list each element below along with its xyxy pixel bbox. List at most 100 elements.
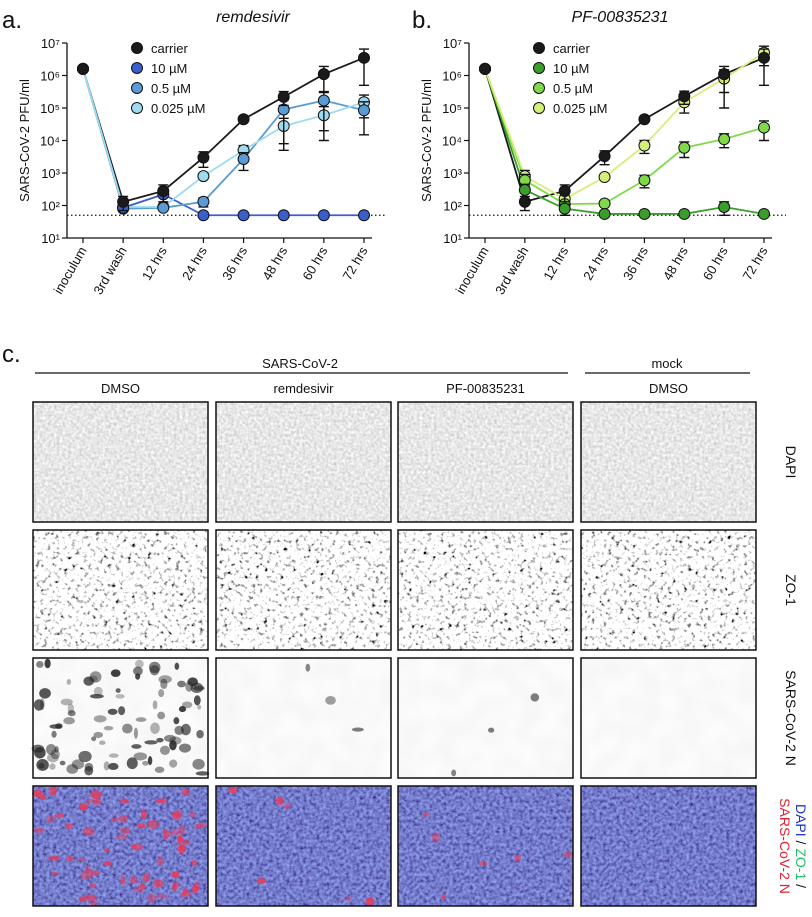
cell-stain <box>47 753 59 763</box>
micrograph <box>581 786 756 906</box>
legend-marker <box>533 42 545 54</box>
row-label-part: DAPI <box>793 804 809 837</box>
marker <box>197 151 210 164</box>
marker <box>117 195 130 208</box>
micrograph-frame <box>32 529 209 651</box>
cell-stain <box>66 854 74 862</box>
y-axis-label: SARS-CoV-2 PFU/ml <box>17 79 32 202</box>
cell-stain <box>45 744 57 755</box>
x-tick-label: 48 hrs <box>259 244 290 283</box>
marker <box>157 201 170 214</box>
cell-stain <box>55 812 64 819</box>
row-label: SARS-CoV-2 N <box>777 798 793 894</box>
cell-stain <box>115 694 125 699</box>
cell-stain <box>142 760 150 766</box>
cell-stain <box>66 764 79 774</box>
cell-stain <box>228 786 238 794</box>
marker <box>638 207 651 220</box>
cell-stain <box>120 827 131 835</box>
micrograph <box>398 402 573 522</box>
cell-stain <box>139 883 146 890</box>
cell-stain <box>93 686 103 697</box>
legend-marker <box>131 82 143 94</box>
micrograph-frame <box>397 785 574 907</box>
cell-stain <box>90 790 102 800</box>
cell-stain <box>85 798 93 804</box>
cell-stain <box>169 829 181 836</box>
cell-stain <box>39 688 51 699</box>
y-tick-label: 10⁴ <box>40 134 60 149</box>
cell-stain <box>191 885 200 894</box>
cell-stain <box>91 736 97 742</box>
marker <box>638 139 651 152</box>
cell-stain <box>173 717 180 725</box>
cell-stain <box>48 855 61 861</box>
series-line <box>484 68 765 206</box>
x-tick-label: 12 hrs <box>139 244 170 283</box>
cell-stain <box>193 695 201 706</box>
cell-stain <box>104 848 110 853</box>
legend-marker <box>533 102 545 114</box>
micrograph <box>216 658 391 778</box>
legend-marker <box>131 62 143 74</box>
cell-stain <box>136 823 146 829</box>
cell-stain <box>180 723 191 736</box>
marker <box>358 51 370 64</box>
cell-stain <box>133 727 138 739</box>
cell-stain <box>172 810 182 820</box>
cell-stain <box>99 740 106 745</box>
cell-stain <box>110 669 121 678</box>
micrograph <box>398 530 573 650</box>
cell-stain <box>65 823 74 830</box>
cell-stain <box>89 693 104 699</box>
cell-stain <box>451 769 457 777</box>
x-tick-label: 48 hrs <box>660 244 691 283</box>
marker <box>558 184 571 197</box>
cell-stain <box>181 788 191 797</box>
cell-stain <box>159 745 170 755</box>
cell-stain <box>103 761 110 771</box>
micrograph <box>216 402 391 522</box>
marker <box>758 51 770 64</box>
cell-stain <box>190 812 195 818</box>
y-tick-label: 10¹ <box>41 231 60 246</box>
cell-stain <box>103 726 114 731</box>
micrograph-frame <box>215 785 392 907</box>
y-tick-label: 10⁵ <box>40 101 60 116</box>
cell-stain <box>91 870 101 876</box>
y-tick-label: 10⁶ <box>442 69 462 84</box>
row-label-part: / <box>793 837 809 849</box>
cell-stain <box>80 870 89 881</box>
marker <box>758 207 770 220</box>
marker <box>237 209 250 222</box>
x-tick-label: 24 hrs <box>179 244 210 283</box>
cell-stain <box>275 796 284 806</box>
cell-stain <box>84 894 96 901</box>
marker <box>157 184 170 197</box>
marker <box>77 62 89 75</box>
cell-stain <box>135 659 144 669</box>
marker <box>678 141 691 154</box>
row-label: DAPI <box>783 446 799 479</box>
x-tick-label: 3rd wash <box>492 244 531 297</box>
legend-marker <box>131 102 143 114</box>
y-tick-label: 10³ <box>443 166 462 181</box>
cell-stain <box>66 678 72 685</box>
group-header: mock <box>651 356 683 371</box>
marker <box>277 209 290 222</box>
micrograph <box>216 786 391 906</box>
cell-stain <box>126 757 138 770</box>
x-tick-label: 60 hrs <box>700 244 731 283</box>
cell-stain <box>192 758 205 770</box>
cell-stain <box>88 883 97 889</box>
y-axis-label: SARS-CoV-2 PFU/ml <box>419 79 434 202</box>
legend-label: carrier <box>151 41 189 56</box>
cell-stain <box>158 689 165 698</box>
row-label-part: / <box>793 880 809 888</box>
micrograph-frame <box>397 529 574 651</box>
marker <box>558 202 571 215</box>
marker <box>237 113 250 126</box>
cell-stain <box>59 760 66 766</box>
cell-stain <box>142 872 150 883</box>
cell-stain <box>33 827 45 833</box>
